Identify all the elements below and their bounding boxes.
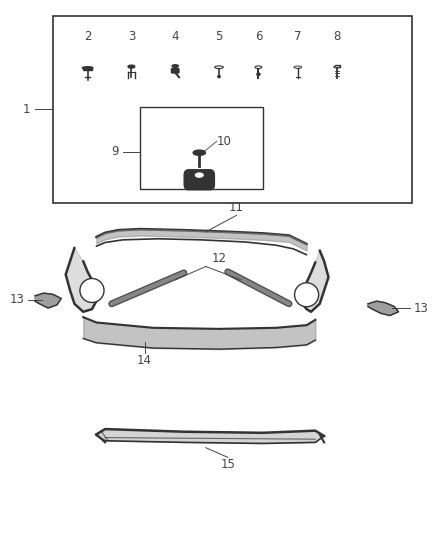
Polygon shape: [66, 248, 96, 312]
FancyBboxPatch shape: [184, 170, 214, 190]
Text: 13: 13: [9, 293, 24, 306]
Text: 5: 5: [215, 30, 223, 43]
Ellipse shape: [172, 64, 178, 67]
Text: 10: 10: [217, 135, 232, 148]
Ellipse shape: [294, 66, 302, 68]
Ellipse shape: [80, 278, 104, 303]
Text: 11: 11: [229, 201, 244, 214]
Text: 12: 12: [212, 253, 226, 265]
Polygon shape: [368, 301, 399, 316]
Text: 4: 4: [171, 30, 179, 43]
Bar: [83, 68, 92, 70]
Ellipse shape: [257, 73, 260, 76]
Text: 8: 8: [334, 30, 341, 43]
Ellipse shape: [255, 66, 262, 69]
Text: 13: 13: [414, 302, 429, 314]
Bar: [335, 65, 340, 67]
Ellipse shape: [334, 66, 341, 68]
Ellipse shape: [193, 150, 205, 155]
Text: 15: 15: [220, 458, 235, 471]
Text: 3: 3: [128, 30, 135, 43]
Polygon shape: [35, 293, 61, 308]
FancyBboxPatch shape: [171, 69, 179, 73]
Ellipse shape: [128, 65, 135, 68]
Text: 2: 2: [84, 30, 92, 43]
Text: 14: 14: [137, 354, 152, 367]
Ellipse shape: [294, 282, 318, 307]
Ellipse shape: [218, 76, 220, 78]
Ellipse shape: [195, 173, 203, 177]
Text: 6: 6: [254, 30, 262, 43]
Polygon shape: [302, 251, 328, 312]
Text: 9: 9: [111, 146, 118, 158]
Text: 1: 1: [23, 103, 31, 116]
Polygon shape: [96, 429, 324, 443]
Text: 7: 7: [294, 30, 302, 43]
Ellipse shape: [82, 67, 93, 69]
Ellipse shape: [215, 66, 223, 69]
